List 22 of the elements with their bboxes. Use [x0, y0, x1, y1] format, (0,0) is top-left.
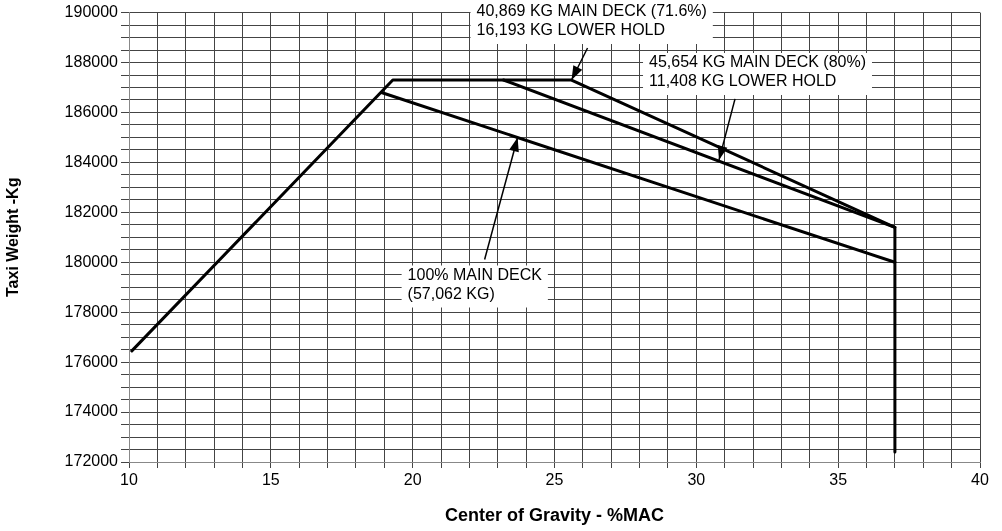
y-tick-label: 176000	[64, 352, 119, 370]
y-tick-label: 172000	[64, 452, 119, 470]
x-tick-label: 35	[829, 471, 848, 489]
y-axis-title: Taxi Weight -Kg	[4, 177, 22, 297]
x-tick-label: 20	[403, 471, 422, 489]
y-tick-label: 190000	[64, 3, 119, 21]
x-axis-title: Center of Gravity - %MAC	[444, 505, 665, 526]
y-tick-label: 180000	[64, 252, 119, 270]
x-tick-label: 10	[120, 471, 138, 489]
x-tick-label: 40	[971, 471, 989, 489]
annotation: 45,654 KG MAIN DECK (80%) 11,408 KG LOWER HOLD	[649, 53, 866, 90]
y-tick-label: 184000	[64, 152, 119, 170]
annotation: 40,869 KG MAIN DECK (71.6%) 16,193 KG LOWER HOLD	[476, 2, 707, 39]
y-tick-label: 188000	[64, 52, 119, 70]
x-tick-label: 25	[545, 471, 564, 489]
y-tick-label: 178000	[64, 302, 119, 320]
y-tick-label: 174000	[64, 402, 119, 420]
annotation: 100% MAIN DECK (57,062 KG)	[407, 265, 543, 302]
y-tick-label: 186000	[64, 102, 119, 120]
y-tick-label: 182000	[64, 202, 119, 220]
x-tick-label: 30	[687, 471, 706, 489]
x-tick-label: 15	[261, 471, 280, 489]
